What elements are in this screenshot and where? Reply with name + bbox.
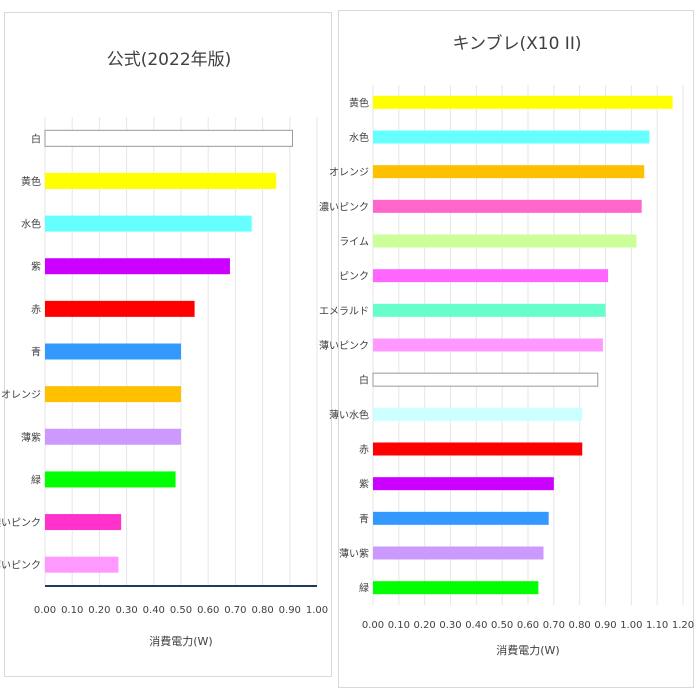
x-tick-label: 0.30	[439, 620, 461, 631]
category-label: 薄いピンク	[0, 559, 41, 572]
bar	[45, 343, 181, 360]
bar	[45, 300, 195, 317]
bar	[373, 477, 554, 491]
x-tick-label: 0.70	[543, 620, 565, 631]
x-tick-label: 0.80	[251, 605, 273, 616]
category-label: 赤	[359, 444, 369, 456]
x-axis-title: 消費電力(W)	[496, 643, 559, 657]
bar	[373, 199, 642, 213]
bar	[373, 581, 539, 595]
category-label: 薄い紫	[339, 547, 369, 560]
bar	[373, 407, 583, 421]
x-tick-label: 1.00	[620, 620, 642, 631]
bar	[373, 234, 637, 248]
category-label: 濃いピンク	[0, 516, 41, 529]
bar	[45, 428, 181, 445]
bar	[373, 546, 544, 560]
chart-official-2022: 公式(2022年版) 0.00 0.10 0.20 0.30 0.40 0.50 0.60 0.…	[0, 50, 328, 648]
bar	[45, 471, 176, 488]
category-label: 青	[359, 512, 369, 525]
bar	[373, 165, 645, 179]
chart-title: キンブレ(X10 II)	[453, 33, 582, 54]
category-label: 濃いピンク	[319, 200, 369, 213]
x-tick-label: 0.70	[224, 605, 246, 616]
bar	[45, 386, 181, 403]
x-tick-label: 0.40	[143, 605, 165, 616]
category-label: オレンジ	[329, 167, 369, 179]
category-label: 薄いピンク	[319, 339, 369, 352]
bar	[373, 269, 609, 283]
x-tick-label: 0.00	[34, 605, 56, 616]
category-label: 黄色	[21, 175, 41, 188]
category-label: 青	[31, 346, 41, 359]
x-tick-label: 0.00	[362, 620, 384, 631]
bar	[45, 556, 119, 573]
x-tick-label: 0.10	[61, 605, 83, 616]
category-label: 紫	[359, 479, 369, 491]
bar	[373, 338, 603, 352]
bar	[373, 303, 606, 317]
category-label: 薄い水色	[329, 408, 369, 421]
bar	[45, 172, 277, 189]
chart-panel-kinbre: キンブレ(X10 II) 0.00 0.10 0.20 0.30 0.40 0.50 0.60…	[319, 10, 694, 688]
category-label: 黄色	[349, 96, 369, 109]
bar	[372, 372, 599, 387]
category-label: 赤	[31, 304, 41, 316]
x-tick-label: 0.50	[491, 620, 513, 631]
chart-panel-official: 公式(2022年版) 0.00 0.10 0.20 0.30 0.40 0.50 0.60 0.…	[0, 12, 332, 677]
bar	[44, 129, 294, 147]
x-axis-title: 消費電力(W)	[149, 634, 212, 648]
x-tick-label: 1.10	[646, 620, 668, 631]
x-tick-label: 0.20	[414, 620, 436, 631]
bar	[45, 514, 122, 531]
x-tick-label: 0.90	[594, 620, 616, 631]
x-tick-label: 0.50	[170, 605, 192, 616]
x-tick-label: 0.10	[388, 620, 410, 631]
chart-kinbre-x10: キンブレ(X10 II) 0.00 0.10 0.20 0.30 0.40 0.50 0.60…	[319, 33, 694, 657]
x-tick-label: 1.20	[672, 620, 694, 631]
x-tick-label: 0.20	[88, 605, 110, 616]
category-label: 水色	[349, 131, 369, 144]
category-label: 緑	[31, 473, 41, 486]
x-tick-label: 0.60	[197, 605, 219, 616]
x-tick-label: 0.60	[517, 620, 539, 631]
category-label: ピンク	[339, 271, 369, 283]
x-tick-label: 0.90	[279, 605, 301, 616]
x-tick-label: 0.40	[465, 620, 487, 631]
category-label: エメラルド	[319, 305, 369, 317]
x-tick-label: 0.80	[569, 620, 591, 631]
x-tick-label: 0.30	[115, 605, 137, 616]
bar	[45, 215, 252, 232]
category-label: 白	[359, 374, 369, 387]
category-label: ライム	[339, 236, 369, 248]
bar	[373, 95, 673, 109]
category-label: 紫	[31, 261, 41, 273]
bar	[373, 442, 583, 456]
bar	[373, 130, 650, 144]
category-label: 薄紫	[21, 431, 41, 444]
chart-title: 公式(2022年版)	[107, 50, 232, 70]
category-label: 白	[31, 132, 41, 145]
bar	[45, 258, 230, 275]
category-label: 緑	[359, 582, 369, 595]
bar	[373, 511, 549, 525]
category-label: オレンジ	[1, 389, 41, 401]
x-tick-label: 1.00	[306, 605, 328, 616]
category-label: 水色	[21, 218, 41, 231]
